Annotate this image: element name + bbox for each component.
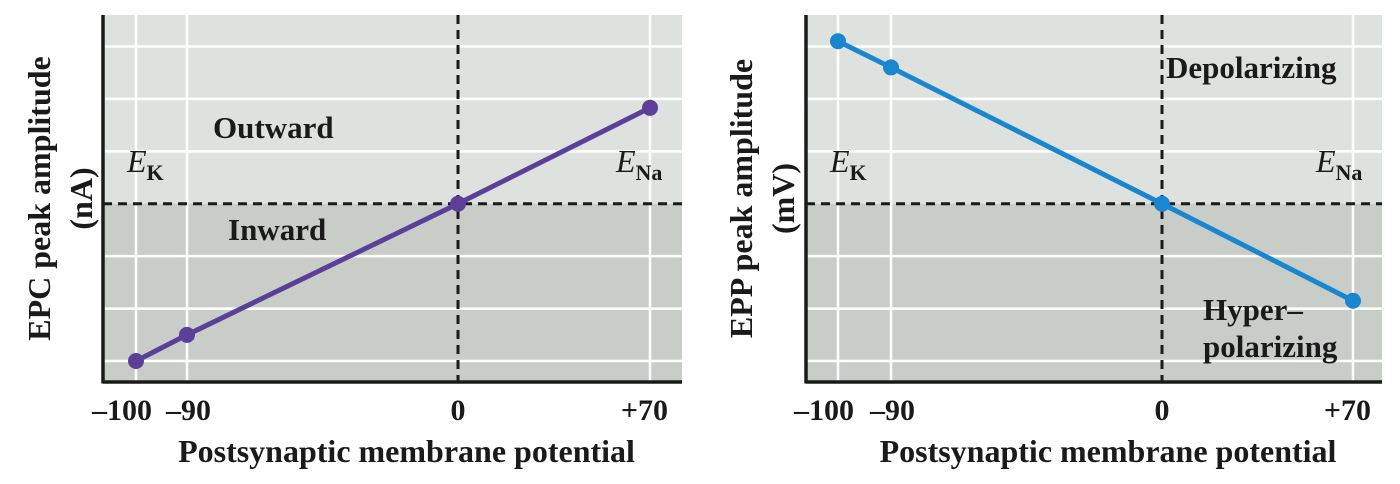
ek-sub: K xyxy=(850,160,867,185)
data-point xyxy=(1345,292,1361,309)
ena-sub: Na xyxy=(1336,160,1363,185)
hyperpolarizing-label-line1: Hyper– xyxy=(1203,292,1303,327)
ek-label: EK xyxy=(829,143,867,185)
data-point xyxy=(642,99,658,116)
right-panel-epp: Depolarizing Hyper– polarizing EK ENa –1… xyxy=(723,15,1382,469)
y-axis-label-line1: EPP peak amplitude xyxy=(723,59,759,338)
x-axis-label: Postsynaptic membrane potential xyxy=(178,433,635,469)
ek-main: E xyxy=(829,143,850,179)
data-point xyxy=(883,59,899,76)
inward-label: Inward xyxy=(228,212,326,247)
x-tick-labels: –100 –90 0 +70 xyxy=(793,394,1371,427)
outward-region xyxy=(103,15,682,204)
x-tick-label: +70 xyxy=(1324,394,1371,427)
series-line xyxy=(836,38,1355,303)
grid xyxy=(806,15,1382,382)
inward-region xyxy=(103,203,682,382)
grid xyxy=(103,15,682,382)
hyperpolarizing-region xyxy=(806,203,1382,382)
epp-series xyxy=(830,33,1361,309)
data-point xyxy=(450,195,466,212)
left-panel-epc: Outward Inward EK ENa –100 –90 0 +70 Postsy… xyxy=(21,15,682,469)
ek-sub: K xyxy=(147,160,164,185)
ena-main: E xyxy=(1315,143,1336,179)
data-point xyxy=(1154,195,1170,212)
x-tick-label: –90 xyxy=(165,394,211,427)
x-tick-label: –100 xyxy=(793,394,854,427)
ena-sub: Na xyxy=(636,160,663,185)
x-tick-label: –90 xyxy=(869,394,915,427)
ek-label: EK xyxy=(126,143,164,185)
ek-main: E xyxy=(126,143,147,179)
x-tick-label: 0 xyxy=(451,394,466,427)
x-tick-label: +70 xyxy=(621,394,668,427)
x-tick-label: 0 xyxy=(1155,394,1170,427)
x-axis-label: Postsynaptic membrane potential xyxy=(880,433,1337,469)
epc-series xyxy=(128,99,658,370)
y-axis-label-line2: (nA) xyxy=(63,167,99,229)
hyperpolarizing-label-line2: polarizing xyxy=(1203,329,1338,364)
series-line xyxy=(134,105,652,364)
outward-label: Outward xyxy=(213,110,334,145)
data-point xyxy=(179,326,195,343)
ena-main: E xyxy=(615,143,636,179)
y-axis-label-line1: EPC peak amplitude xyxy=(21,56,57,340)
data-point xyxy=(128,353,144,370)
y-axis-label-line2: (mV) xyxy=(765,163,801,234)
x-tick-label: –100 xyxy=(91,394,152,427)
data-point xyxy=(830,33,846,50)
depolarizing-label: Depolarizing xyxy=(1166,50,1337,85)
ena-label: ENa xyxy=(615,143,662,185)
x-tick-labels: –100 –90 0 +70 xyxy=(91,394,668,427)
depolarizing-region xyxy=(806,15,1382,204)
ena-label: ENa xyxy=(1315,143,1362,185)
